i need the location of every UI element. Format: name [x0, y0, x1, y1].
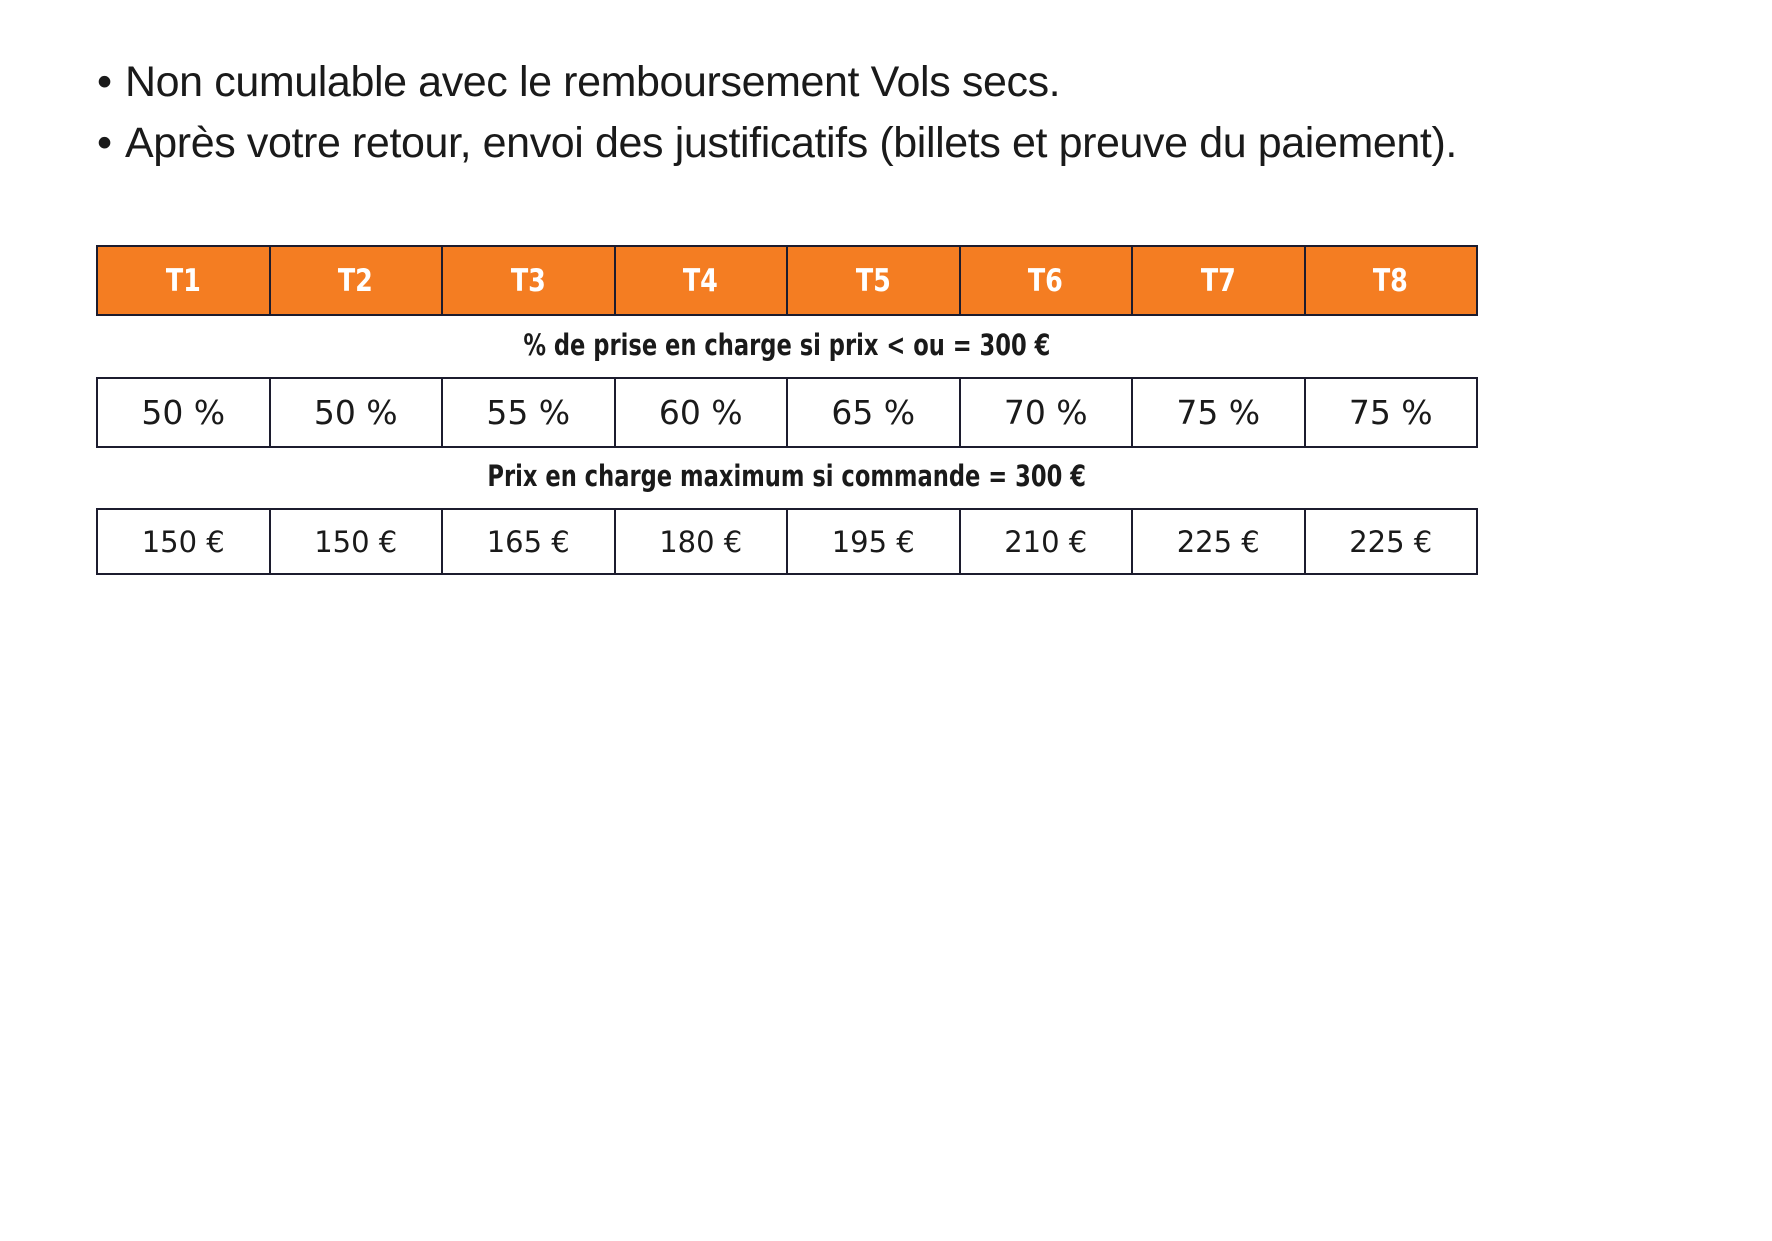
tier-header-cell: T6 — [958, 245, 1133, 316]
percent-cell: 50 % — [96, 377, 271, 448]
tier-header-cell: T4 — [613, 245, 788, 316]
percent-cell: 70 % — [958, 377, 1133, 448]
percent-cell: 50 % — [268, 377, 443, 448]
bullet-item: • Non cumulable avec le remboursement Vol… — [97, 52, 1457, 113]
percent-cell: 55 % — [441, 377, 616, 448]
percent-cell: 75 % — [1303, 377, 1478, 448]
bullet-text: Non cumulable avec le remboursement Vols… — [125, 58, 1061, 106]
bullet-dot-icon: • — [97, 119, 112, 167]
max-price-cell: 180 € — [613, 508, 788, 575]
percent-cell: 65 % — [786, 377, 961, 448]
max-price-caption: Prix en charge maximum si commande = 300… — [487, 459, 1087, 493]
max-price-cell: 165 € — [441, 508, 616, 575]
bullet-list: • Non cumulable avec le remboursement Vol… — [97, 52, 1457, 174]
bullet-dot-icon: • — [97, 58, 112, 106]
max-price-cell: 225 € — [1131, 508, 1306, 575]
percent-cell: 60 % — [613, 377, 788, 448]
max-price-row: 150 € 150 € 165 € 180 € 195 € 210 € 225 … — [96, 508, 1478, 575]
max-price-cell: 150 € — [268, 508, 443, 575]
tier-header-cell: T3 — [441, 245, 616, 316]
max-price-cell: 150 € — [96, 508, 271, 575]
max-price-cell: 225 € — [1303, 508, 1478, 575]
tier-header-cell: T7 — [1131, 245, 1306, 316]
tier-header-cell: T1 — [96, 245, 271, 316]
percent-row: 50 % 50 % 55 % 60 % 65 % 70 % 75 % 75 % — [96, 377, 1478, 448]
bullet-item: • Après votre retour, envoi des justifica… — [97, 113, 1457, 174]
percent-caption: % de prise en charge si prix < ou = 300 … — [523, 328, 1051, 362]
percent-cell: 75 % — [1131, 377, 1306, 448]
tier-header-cell: T5 — [786, 245, 961, 316]
tier-header-cell: T8 — [1303, 245, 1478, 316]
max-price-cell: 210 € — [958, 508, 1133, 575]
tier-header-cell: T2 — [268, 245, 443, 316]
max-price-cell: 195 € — [786, 508, 961, 575]
bullet-text: Après votre retour, envoi des justificat… — [125, 119, 1457, 167]
tier-header-row: T1 T2 T3 T4 T5 T6 T7 T8 — [96, 245, 1478, 316]
